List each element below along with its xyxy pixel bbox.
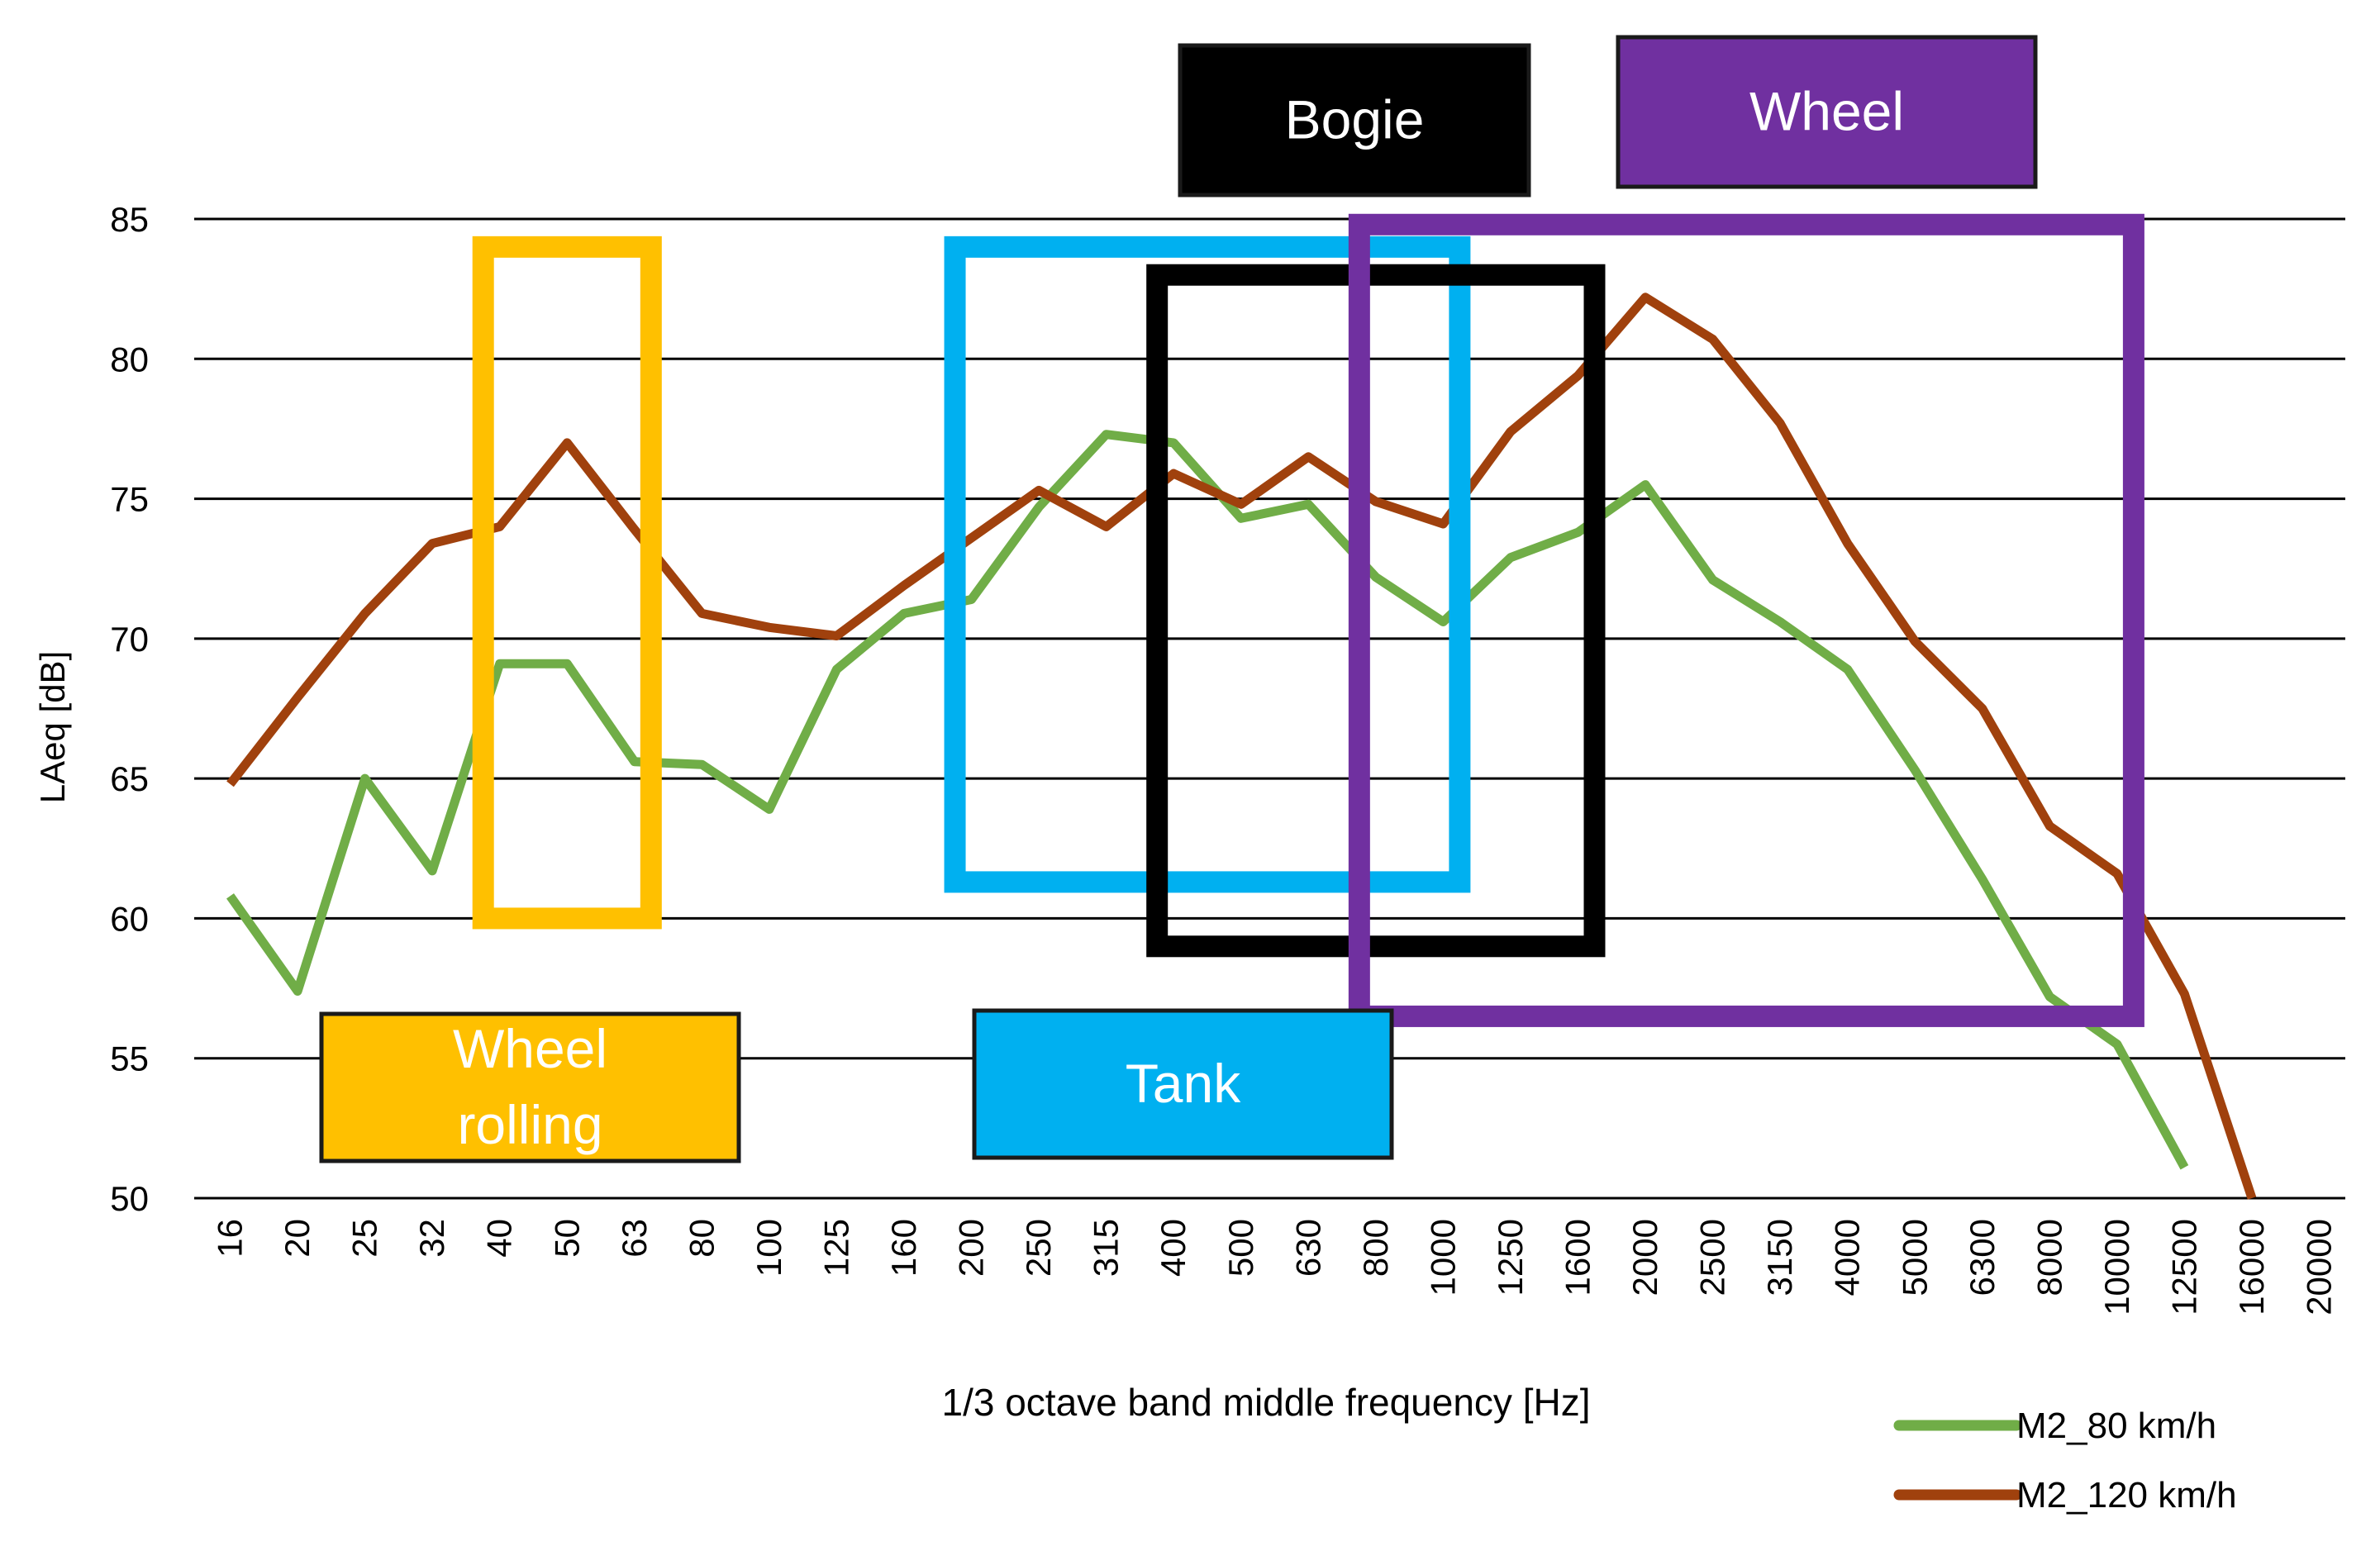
x-tick-label-2500: 2500 xyxy=(1693,1219,1732,1296)
x-tick-label-630: 630 xyxy=(1288,1219,1327,1277)
x-tick-label-2000: 2000 xyxy=(1626,1219,1664,1296)
x-tick-label-25: 25 xyxy=(345,1219,384,1258)
annotation-frames xyxy=(472,213,2144,1027)
x-tick-label-16000: 16000 xyxy=(2232,1219,2271,1315)
y-tick-label-75: 75 xyxy=(110,480,149,519)
x-tick-labels: 16 20 25 32 40 50 63 80 100 125 160 200 250 315 400 500… xyxy=(211,1219,2339,1315)
x-axis-label: 1/3 octave band middle frequency [Hz] xyxy=(941,1381,1590,1424)
x-tick-label-3150: 3150 xyxy=(1760,1219,1799,1296)
x-tick-label-80: 80 xyxy=(682,1219,721,1258)
annotation-label-box-bogie xyxy=(1178,43,1531,197)
annotation-label-box-wheel-rolling xyxy=(319,1011,741,1163)
x-tick-label-500: 500 xyxy=(1221,1219,1260,1277)
x-tick-label-250: 250 xyxy=(1019,1219,1058,1277)
x-tick-label-20000: 20000 xyxy=(2300,1219,2339,1315)
x-tick-label-315: 315 xyxy=(1087,1219,1126,1277)
x-tick-label-125: 125 xyxy=(816,1219,855,1277)
x-tick-label-5000: 5000 xyxy=(1895,1219,1934,1296)
annotation-label-text-wheel-rolling: Wheel xyxy=(453,1018,607,1079)
y-tick-label-50: 50 xyxy=(110,1179,149,1218)
annotation-frame-bogie xyxy=(1146,264,1606,958)
series-line-m2-120 xyxy=(226,293,2257,1200)
annotation-label-text-wheel-rolling: rolling xyxy=(457,1094,602,1155)
series-lines xyxy=(226,293,2257,1200)
x-tick-label-160: 160 xyxy=(884,1219,923,1277)
y-tick-label-70: 70 xyxy=(110,620,149,659)
x-tick-label-1600: 1600 xyxy=(1559,1219,1597,1296)
x-tick-label-16: 16 xyxy=(211,1219,250,1258)
x-tick-label-200: 200 xyxy=(952,1219,991,1277)
y-tick-label-55: 55 xyxy=(110,1040,149,1078)
x-tick-label-40: 40 xyxy=(480,1219,519,1258)
annotation-label-box-tank xyxy=(972,1008,1394,1160)
x-tick-label-63: 63 xyxy=(615,1219,654,1258)
y-axis-label: LAeq [dB] xyxy=(33,651,72,803)
annotation-label-text-bogie: Bogie xyxy=(1285,89,1425,150)
y-tick-label-60: 60 xyxy=(110,899,149,938)
annotation-label-text-tank: Tank xyxy=(1126,1053,1241,1114)
x-tick-label-8000: 8000 xyxy=(2030,1219,2068,1296)
x-tick-label-20: 20 xyxy=(278,1219,317,1258)
annotation-label-boxes: Wheel rolling Tank Bogie Wheel xyxy=(319,35,2038,1163)
legend-label-m2-80: M2_80 km/h xyxy=(2016,1406,2216,1446)
x-tick-label-100: 100 xyxy=(750,1219,788,1277)
annotation-label-box-wheel xyxy=(1616,35,2038,189)
y-tick-label-85: 85 xyxy=(110,200,149,239)
y-tick-label-80: 80 xyxy=(110,340,149,378)
x-tick-label-50: 50 xyxy=(547,1219,586,1258)
x-tick-label-800: 800 xyxy=(1356,1219,1395,1277)
x-tick-label-400: 400 xyxy=(1154,1219,1192,1277)
annotation-frame-wheel-rolling xyxy=(472,236,662,930)
x-tick-label-6300: 6300 xyxy=(1963,1219,2002,1296)
x-tick-label-4000: 4000 xyxy=(1828,1219,1867,1296)
annotation-frame-wheel xyxy=(1348,213,2144,1027)
x-tick-label-10000: 10000 xyxy=(2097,1219,2136,1315)
series-line-m2-80 xyxy=(226,430,2189,1170)
y-tick-label-65: 65 xyxy=(110,759,149,798)
x-tick-label-12500: 12500 xyxy=(2164,1219,2203,1315)
x-tick-label-1250: 1250 xyxy=(1491,1219,1530,1296)
annotation-label-text-wheel: Wheel xyxy=(1749,81,1904,142)
y-tick-labels: 50 55 60 65 70 75 80 85 xyxy=(110,200,149,1218)
annotation-frame-tank xyxy=(944,236,1471,893)
legend: M2_80 km/h M2_120 km/h xyxy=(1893,1406,2237,1515)
legend-label-m2-120: M2_120 km/h xyxy=(2016,1475,2237,1515)
x-tick-label-1000: 1000 xyxy=(1423,1219,1462,1296)
x-tick-label-32: 32 xyxy=(412,1219,451,1258)
